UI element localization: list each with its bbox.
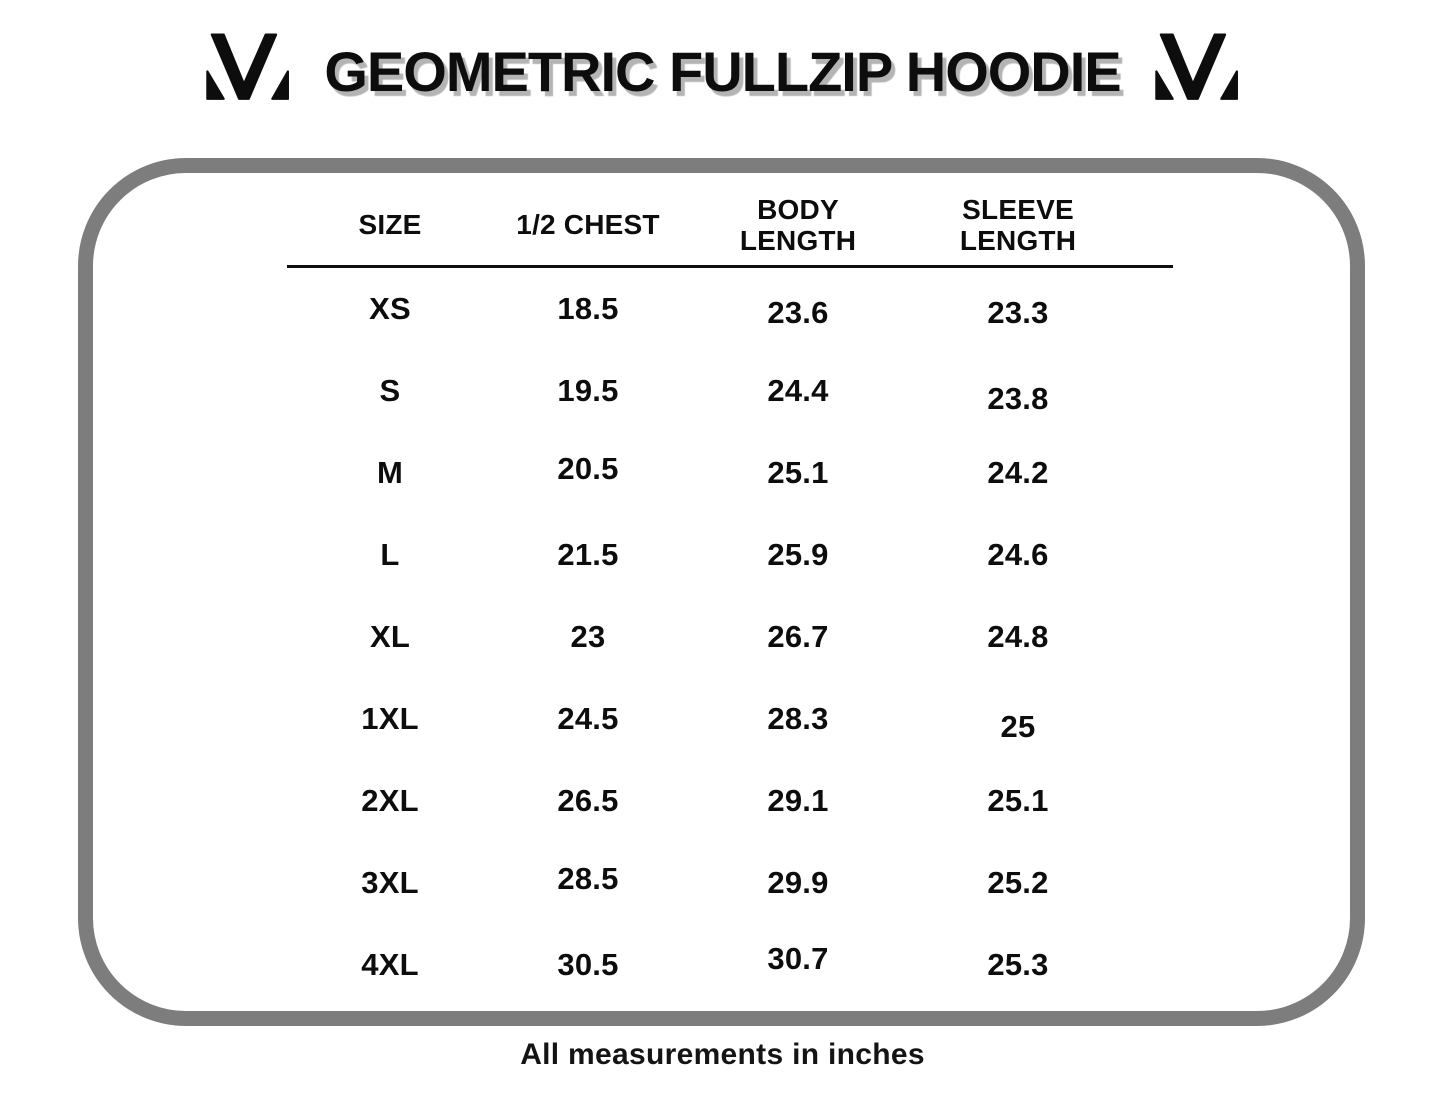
body-length-cell: 30.7 [767, 941, 829, 976]
size-cell: 3XL [361, 865, 419, 900]
header-line: LENGTH [959, 225, 1077, 256]
size-cell: 1XL [361, 701, 419, 736]
table-row: XL 23 26.7 24.8 [287, 596, 1173, 678]
sleeve-length-cell: 25 [1000, 709, 1036, 744]
sleeve-length-cell: 24.8 [987, 619, 1049, 654]
header-line: 1/2 CHEST [516, 209, 660, 241]
body-length-cell: 29.1 [767, 783, 829, 818]
header: GEOMETRIC FULLZIP HOODIE [0, 24, 1445, 118]
size-chart-panel: SIZE 1/2 CHEST BODY LENGTH SLEEVE LENGTH… [78, 158, 1365, 1026]
sleeve-length-cell: 23.8 [987, 381, 1049, 416]
sleeve-length-cell: 23.3 [987, 295, 1049, 330]
column-header-size: SIZE [287, 209, 493, 240]
header-line: SIZE [358, 209, 422, 241]
half-chest-cell: 26.5 [557, 783, 619, 818]
sleeve-length-cell: 24.2 [987, 455, 1049, 490]
header-line: LENGTH [739, 225, 857, 256]
body-length-cell: 28.3 [767, 701, 829, 736]
half-chest-cell: 19.5 [557, 373, 619, 408]
units-note: All measurements in inches [520, 1038, 925, 1071]
sleeve-length-cell: 24.6 [987, 537, 1049, 572]
sleeve-length-cell: 25.1 [987, 783, 1049, 818]
sleeve-length-cell: 25.3 [987, 947, 1049, 982]
table-row: 3XL 28.5 29.9 25.2 [287, 842, 1173, 924]
header-line: BODY [757, 193, 839, 225]
column-header-body-length: BODY LENGTH [683, 194, 913, 257]
body-length-cell: 29.9 [767, 865, 829, 900]
size-cell: 4XL [361, 947, 419, 982]
m-monogram-logo-icon [206, 32, 290, 100]
table-row: XS 18.5 23.6 23.3 [287, 268, 1173, 350]
size-cell: L [380, 537, 400, 572]
table-header-row: SIZE 1/2 CHEST BODY LENGTH SLEEVE LENGTH [287, 187, 1173, 263]
size-cell: S [379, 373, 401, 408]
body-length-cell: 24.4 [767, 373, 829, 408]
body-length-cell: 25.1 [767, 455, 829, 490]
header-divider-line [287, 265, 1173, 268]
column-header-half-chest: 1/2 CHEST [493, 209, 683, 240]
size-cell: 2XL [361, 783, 419, 818]
size-cell: XL [369, 619, 410, 654]
table-row: 2XL 26.5 29.1 25.1 [287, 760, 1173, 842]
body-length-cell: 26.7 [767, 619, 829, 654]
table-row: 1XL 24.5 28.3 25 [287, 678, 1173, 760]
half-chest-cell: 30.5 [557, 947, 619, 982]
table-row: M 20.5 25.1 24.2 [287, 432, 1173, 514]
body-length-cell: 25.9 [767, 537, 829, 572]
half-chest-cell: 24.5 [557, 701, 619, 736]
m-monogram-logo-icon [1154, 32, 1238, 100]
size-table: SIZE 1/2 CHEST BODY LENGTH SLEEVE LENGTH… [287, 187, 1173, 1006]
body-length-cell: 23.6 [767, 295, 829, 330]
size-cell: M [376, 455, 404, 490]
table-row: L 21.5 25.9 24.6 [287, 514, 1173, 596]
table-row: 4XL 30.5 30.7 25.3 [287, 924, 1173, 1006]
half-chest-cell: 23 [570, 619, 606, 654]
half-chest-cell: 28.5 [557, 861, 619, 896]
half-chest-cell: 18.5 [557, 291, 619, 326]
column-header-sleeve-length: SLEEVE LENGTH [913, 194, 1123, 257]
size-cell: XS [369, 291, 411, 326]
half-chest-cell: 21.5 [557, 537, 619, 572]
half-chest-cell: 20.5 [557, 451, 619, 486]
sleeve-length-cell: 25.2 [987, 865, 1049, 900]
table-row: S 19.5 24.4 23.8 [287, 350, 1173, 432]
header-line: SLEEVE [962, 193, 1074, 225]
page-title: GEOMETRIC FULLZIP HOODIE [324, 39, 1121, 103]
